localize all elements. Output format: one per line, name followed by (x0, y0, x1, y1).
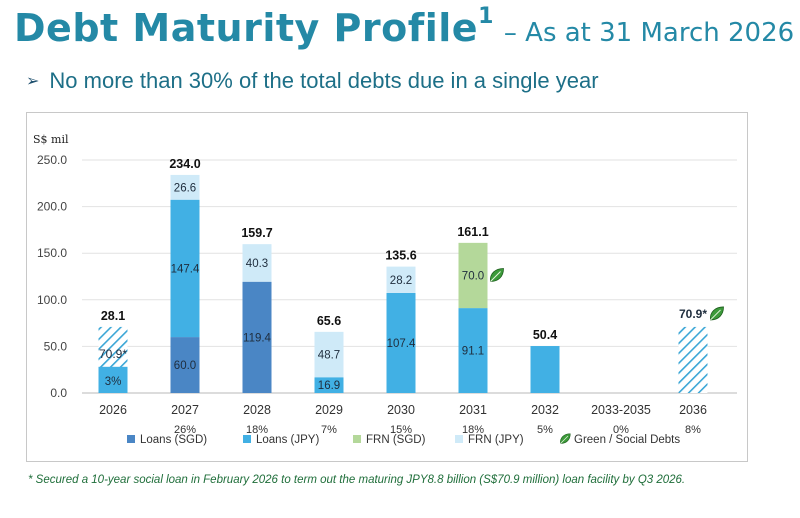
title-footnote-marker: 1 (478, 4, 494, 29)
x-tick-label: 2029 (315, 403, 343, 417)
y-tick-label: 200.0 (37, 200, 67, 214)
bar-value-label: 26.6 (174, 182, 196, 194)
bar-total-label: 161.1 (457, 225, 488, 239)
page-title: Debt Maturity Profile1 – As at 31 March 2… (14, 4, 794, 50)
y-tick-label: 150.0 (37, 246, 67, 260)
legend-swatch (243, 435, 251, 443)
bar-value-label: 40.3 (246, 258, 268, 270)
bar-total-label: 135.6 (385, 249, 416, 263)
x-tick-label: 2033-2035 (591, 403, 651, 417)
x-percent-label: 15% (390, 424, 412, 436)
x-percent-label: 8% (685, 424, 701, 436)
x-percent-label: 7% (321, 424, 337, 436)
x-tick-label: 2032 (531, 403, 559, 417)
legend-label: FRN (SGD) (366, 434, 426, 446)
bar-segment (242, 244, 272, 282)
bar-value-label: 70.0 (462, 270, 484, 282)
bar-segment (386, 266, 416, 293)
y-tick-label: 50.0 (44, 339, 68, 353)
bar-value-label: 48.7 (318, 350, 340, 362)
bar-value-label: 60.0 (174, 360, 196, 372)
x-tick-label: 2026 (99, 403, 127, 417)
bar-green-social-hatched (678, 326, 708, 393)
legend-label: FRN (JPY) (468, 434, 524, 446)
bar-segment (386, 292, 416, 393)
y-tick-label: 100.0 (37, 293, 67, 307)
bar-value-label: 107.4 (387, 338, 416, 350)
bar-segment (314, 377, 344, 393)
x-percent-label: 0% (613, 424, 629, 436)
legend-swatch (455, 435, 463, 443)
x-percent-label: 26% (174, 424, 196, 436)
arrow-bullet-icon: ➢ (26, 73, 40, 90)
bar-total-label: 65.6 (317, 314, 341, 328)
footnote: * Secured a 10-year social loan in Febru… (28, 474, 686, 486)
bar-segment (170, 199, 200, 338)
legend-label: Green / Social Debts (574, 434, 680, 446)
bar-segment (242, 281, 272, 393)
x-tick-label: 2031 (459, 403, 487, 417)
leaf-icon (490, 268, 504, 282)
x-tick-label: 2036 (679, 403, 707, 417)
bar-total-label: 159.7 (241, 226, 272, 240)
bar-segment (170, 337, 200, 393)
y-axis-label: S$ mil (33, 133, 69, 146)
title-main: Debt Maturity Profile1 (14, 4, 494, 50)
bar-value-label: 16.9 (318, 380, 340, 392)
debt-maturity-chart: S$ mil 0.0 50.0 100.0 150.0 200.0 250.0 3% 70.9*… (33, 133, 737, 446)
x-percent-label: 18% (462, 424, 484, 436)
leaf-icon (560, 433, 571, 444)
bar-segment (530, 346, 560, 393)
y-tick-label: 0.0 (50, 386, 67, 400)
legend-swatch (353, 435, 361, 443)
legend-swatch (127, 435, 135, 443)
x-tick-label: 2028 (243, 403, 271, 417)
bar-segment (170, 174, 200, 200)
x-tick-label: 2030 (387, 403, 415, 417)
title-subtitle: – As at 31 March 2026 (503, 18, 795, 48)
y-tick-label: 250.0 (37, 153, 67, 167)
hatched-value-label: 70.9* (679, 307, 707, 321)
bar-segment (458, 242, 488, 309)
bar-value-label: 28.2 (390, 275, 412, 287)
leaf-icon (710, 306, 724, 321)
hatched-value-label: 70.9* (99, 347, 127, 361)
bar-segment (458, 308, 488, 393)
bar-total-label: 28.1 (101, 309, 125, 323)
bar-total-label: 50.4 (533, 328, 557, 342)
bar-value-label: 147.4 (171, 263, 200, 275)
bar-total-label: 234.0 (169, 157, 200, 171)
bar-segment (314, 331, 344, 378)
bar-segment (98, 366, 128, 393)
x-percent-label: 18% (246, 424, 268, 436)
x-percent-label: 5% (537, 424, 553, 436)
key-point: ➢ No more than 30% of the total debts due… (26, 68, 599, 94)
bar-value-label: 119.4 (243, 332, 272, 344)
legend-label: Loans (SGD) (140, 434, 207, 446)
key-point-text: No more than 30% of the total debts due … (49, 68, 599, 93)
legend-label: Loans (JPY) (256, 434, 319, 446)
chart-panel: S$ mil 0.0 50.0 100.0 150.0 200.0 250.0 3% 70.9*… (26, 112, 748, 462)
x-tick-label: 2027 (171, 403, 199, 417)
bar-value-label: 3% (105, 376, 122, 388)
bar-value-label: 91.1 (462, 346, 484, 358)
